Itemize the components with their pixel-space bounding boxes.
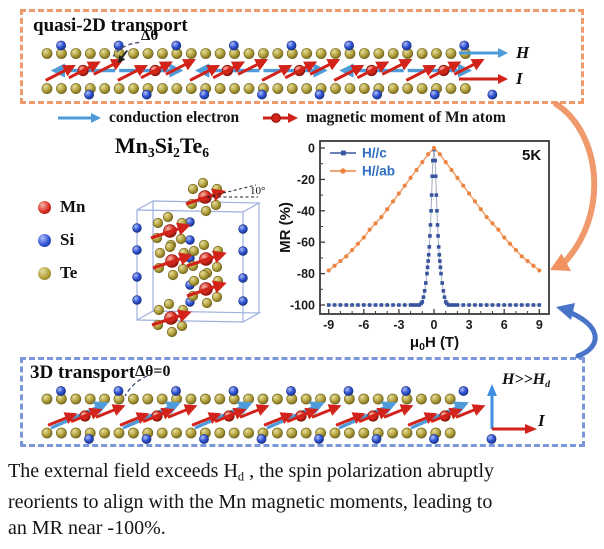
conduction-electron-arrow-icon [58, 113, 101, 123]
te-atom-icon [38, 266, 51, 280]
svg-text:-3: -3 [393, 318, 404, 332]
svg-text:-40: -40 [297, 204, 315, 218]
caption-line3: an MR near -100%. [8, 517, 166, 540]
si-label: Si [60, 230, 75, 249]
svg-text:-6: -6 [358, 318, 369, 332]
current-row: I [457, 69, 565, 88]
current-arrow-icon [459, 74, 508, 84]
si-atoms [56, 40, 498, 100]
mn-label: Mn [60, 197, 86, 216]
te-row-top [41, 48, 471, 59]
field-current-axes: H>>Hd I [480, 371, 580, 439]
formula-te: Te [179, 133, 203, 158]
svg-text:0: 0 [308, 142, 315, 156]
atom-legend: Mn Si Te [29, 197, 86, 296]
svg-text:-20: -20 [297, 173, 315, 187]
y-axis-title: MR (%) [278, 202, 294, 253]
transport3d-panel-title: 3D transport [30, 362, 136, 383]
compound-formula: Mn3Si2Te6 [76, 133, 248, 161]
te-row-bottom [41, 427, 456, 439]
svg-text:-80: -80 [297, 267, 315, 281]
quasi2d-panel-title: quasi-2D transport [33, 15, 188, 36]
delta-theta-label: Δθ [141, 28, 159, 44]
te-label: Te [60, 263, 78, 282]
svg-text:-9: -9 [323, 318, 334, 332]
temperature-annotation: 5K [522, 147, 541, 164]
conduction-electron-arrows [50, 401, 469, 430]
formula-mn: Mn [114, 133, 148, 158]
h-much-greater-label: H>>Hd [502, 371, 551, 390]
svg-text:H//c: H//c [362, 146, 387, 161]
mn-te-clusters [150, 177, 227, 338]
caption-text: The external field exceeds Hd , the spin… [8, 460, 495, 540]
si-atoms [56, 386, 497, 444]
axes-arrows [487, 384, 537, 434]
mr-chart: -9 -6 -3 0 3 6 9 0 -20 -40 -60 -80 -100 μ0H (T) MR (%)… [278, 140, 550, 353]
mn-atom-icon [38, 200, 51, 214]
x-axis-title: μ0H (T) [410, 334, 459, 353]
formula-mn-sub: 3 [147, 144, 155, 160]
svg-text:6: 6 [501, 318, 508, 332]
transport3d-atom-chain [41, 375, 497, 444]
delta-theta-zero-label: Δθ=0 [135, 363, 171, 380]
te-row-top [41, 393, 456, 405]
chart-legend: H//c H//ab [330, 146, 395, 179]
atom-legend-si: Si [29, 230, 86, 250]
conduction-electron-label: conduction electron [109, 109, 240, 126]
svg-text:-60: -60 [297, 236, 315, 250]
series-H//c [326, 147, 542, 307]
chain-legend-row: conduction electron magnetic moment of M… [0, 107, 604, 131]
magnetic-moment-arrows [44, 58, 485, 82]
svg-text:3: 3 [466, 318, 473, 332]
series-H//ab [326, 145, 542, 273]
atom-legend-te: Te [29, 263, 86, 283]
magnetic-moment-arrow-icon [263, 113, 298, 123]
si-atom-icon [38, 233, 51, 247]
magnetic-moment-legend: magnetic moment of Mn atom [261, 109, 506, 127]
current-label: I [516, 69, 523, 88]
transport3d-panel: 3D transport Δθ=0 H>>Hd I [20, 357, 585, 447]
magnetic-moment-arrows [47, 404, 486, 427]
formula-te-sub: 6 [202, 144, 210, 160]
current-axis-label: I [538, 411, 545, 430]
svg-text:-100: -100 [290, 299, 315, 313]
formula-si: Si [154, 133, 174, 158]
magnetic-moment-label: magnetic moment of Mn atom [306, 109, 506, 126]
angle-label: 10° [250, 185, 265, 197]
field-current-legend: H I [457, 43, 565, 97]
svg-text:9: 9 [536, 318, 543, 332]
caption-line2: reorients to align with the Mn magnetic … [8, 491, 493, 514]
crystal-structure: 10° [132, 177, 265, 338]
h-field-row: H [457, 43, 565, 62]
te-row-bottom [41, 83, 471, 94]
svg-text:H//ab: H//ab [362, 164, 395, 179]
formula-si-sub: 2 [173, 144, 180, 160]
atom-legend-mn: Mn [29, 197, 86, 217]
svg-text:0: 0 [431, 318, 438, 332]
h-field-label: H [516, 43, 530, 62]
quasi2d-transport-panel: quasi-2D transport Δθ H I [20, 9, 584, 104]
conduction-electron-legend: conduction electron [56, 109, 239, 127]
axes: -9 -6 -3 0 3 6 9 0 -20 -40 -60 -80 -100 [290, 142, 543, 333]
caption-line1: The external field exceeds H [8, 460, 238, 482]
h-field-arrow-icon [459, 48, 508, 58]
quasi2d-atom-chain [41, 40, 498, 100]
